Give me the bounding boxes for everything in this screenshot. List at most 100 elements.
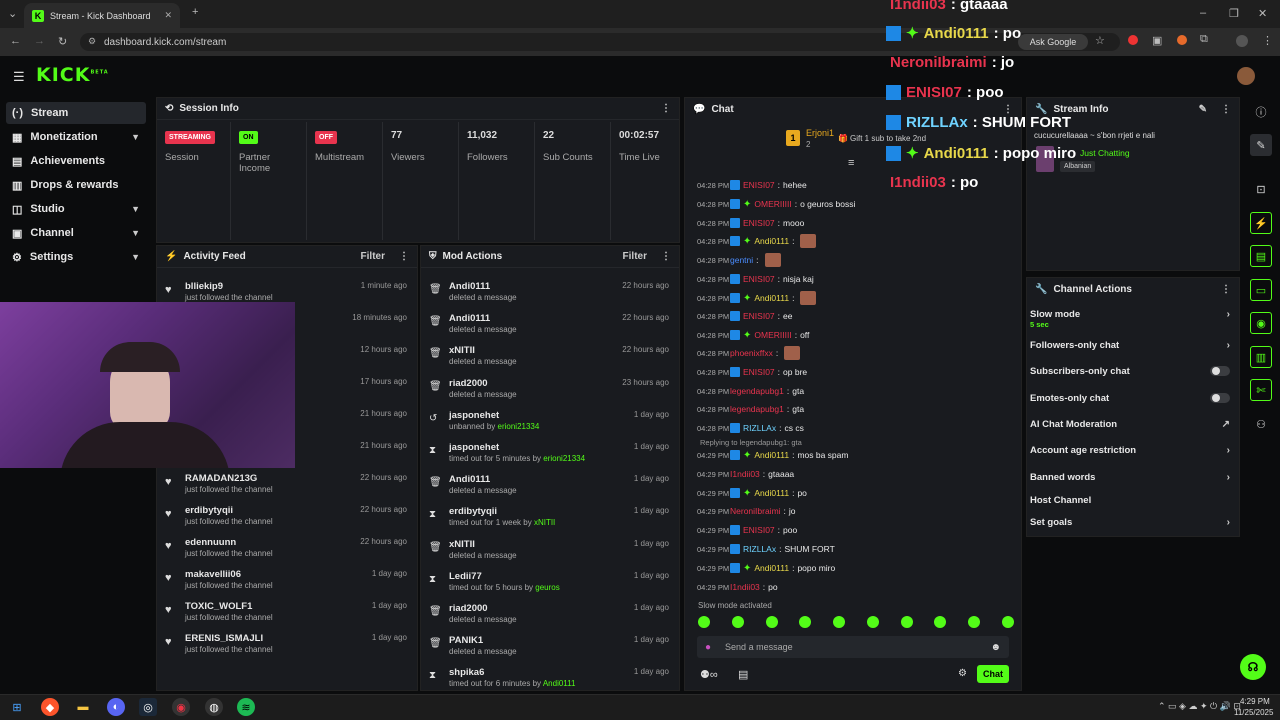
filter-button[interactable]: Filter xyxy=(360,251,385,262)
quick-emote-icon[interactable] xyxy=(765,616,778,628)
mod-target-username[interactable]: shpika6 xyxy=(449,667,485,679)
close-tab-icon[interactable]: ✕ xyxy=(164,10,172,20)
chat-username[interactable]: I1ndii03 xyxy=(730,582,760,592)
toggle-switch[interactable] xyxy=(1210,366,1230,376)
tool-icon[interactable]: ✄ xyxy=(1250,379,1272,401)
category-name[interactable]: Just Chatting xyxy=(1080,148,1130,158)
chat-filter-icon[interactable]: ≡ xyxy=(848,157,855,169)
sidebar-item-drops[interactable]: ▥ Drops & rewards xyxy=(6,174,146,196)
info-icon[interactable]: ⓘ xyxy=(1255,107,1267,119)
chat-username[interactable]: phoenixffxx xyxy=(730,348,773,358)
mic-icon[interactable]: ● xyxy=(705,641,712,653)
more-options-icon[interactable]: ⋮ xyxy=(1003,103,1013,115)
more-options-icon[interactable]: ⋮ xyxy=(399,251,409,262)
brave-icon[interactable]: ◆ xyxy=(41,698,59,716)
chat-username[interactable]: OMERIIIII xyxy=(754,199,792,209)
hamburger-menu-icon[interactable]: ☰ xyxy=(13,69,25,84)
chat-username[interactable]: Andi0111 xyxy=(754,563,790,573)
gift-sub-link[interactable]: Gift 1 sub to take 2nd xyxy=(850,134,927,143)
quick-emote-icon[interactable] xyxy=(934,616,947,628)
sidebar-item-channel[interactable]: ▣ Channel ▼ xyxy=(6,222,146,244)
clock-time[interactable]: 4:29 PM xyxy=(1240,697,1270,706)
sidebar-item-settings[interactable]: ⚙ Settings ▼ xyxy=(6,246,146,268)
channel-action-row[interactable]: Banned words › xyxy=(1030,472,1234,483)
browser-menu-icon[interactable]: ⋮ xyxy=(1262,35,1273,47)
chat-username[interactable]: RIZLLAx xyxy=(743,423,777,433)
group-icon[interactable]: ⚇ xyxy=(1256,418,1266,431)
restore-icon[interactable]: ❐ xyxy=(1229,8,1239,20)
activity-username[interactable]: ERENIS_ISMAJLI xyxy=(185,633,264,644)
chat-username[interactable]: Andi0111 xyxy=(754,293,790,303)
chat-username[interactable]: ENISI07 xyxy=(743,367,775,377)
edit-icon[interactable]: ✎ xyxy=(1250,134,1272,156)
quick-emote-icon[interactable] xyxy=(900,616,913,628)
chat-username[interactable]: legendapubg1 xyxy=(730,404,784,414)
send-chat-button[interactable]: Chat xyxy=(977,665,1009,683)
mod-actor-username[interactable]: erioni21334 xyxy=(497,421,540,431)
mod-target-username[interactable]: xNITII xyxy=(449,345,475,357)
forward-icon[interactable]: → xyxy=(34,35,45,47)
more-options-icon[interactable]: ⋮ xyxy=(661,103,671,114)
channel-action-row[interactable]: Emotes-only chat xyxy=(1030,393,1234,404)
lightning-icon[interactable]: ⚡ xyxy=(1250,212,1272,234)
chat-bubble-icon[interactable]: ▭ xyxy=(1250,279,1272,301)
channel-action-row[interactable]: AI Chat Moderation ↗ xyxy=(1030,419,1234,430)
tab-list-icon[interactable]: ⌄ xyxy=(8,8,18,20)
chat-username[interactable]: ENISI07 xyxy=(743,311,775,321)
chat-username[interactable]: Andi0111 xyxy=(754,450,790,460)
more-options-icon[interactable]: ⋮ xyxy=(661,251,671,262)
clock-date[interactable]: 11/25/2025 xyxy=(1234,708,1274,717)
quick-emote-icon[interactable] xyxy=(698,616,710,628)
bookmark-star-icon[interactable]: ☆ xyxy=(1095,35,1105,47)
channel-action-row[interactable]: Set goals › xyxy=(1030,517,1234,528)
layout-icon[interactable]: ▥ xyxy=(1250,346,1272,368)
sidebar-item-stream[interactable]: (·) Stream xyxy=(6,102,146,124)
activity-username[interactable]: TOXIC_WOLF1 xyxy=(185,601,253,612)
emoji-picker-icon[interactable]: ☻ xyxy=(990,641,1001,653)
kick-logo[interactable]: KICKBETA xyxy=(36,64,109,86)
extension-icon[interactable] xyxy=(1128,35,1138,45)
chat-username[interactable]: gentni xyxy=(730,255,754,265)
extension-icon-2[interactable]: ▣ xyxy=(1152,35,1163,47)
chat-tools-icon[interactable]: ⚉∞ xyxy=(700,669,718,681)
windows-start-icon[interactable]: ⊞ xyxy=(12,701,22,714)
chat-username[interactable]: Andi0111 xyxy=(754,488,790,498)
mod-actor-username[interactable]: xNITII xyxy=(533,518,556,528)
quick-emote-icon[interactable] xyxy=(1001,616,1014,628)
file-explorer-icon[interactable]: ▬ xyxy=(77,701,89,713)
mod-target-username[interactable]: PANIK1 xyxy=(449,635,484,647)
chat-username[interactable]: ENISI07 xyxy=(743,274,775,284)
mod-target-username[interactable]: Andi0111 xyxy=(449,281,491,292)
channel-action-row[interactable]: Followers-only chat › xyxy=(1030,340,1234,351)
chat-username[interactable]: ENISI07 xyxy=(743,218,775,228)
ask-google-button[interactable]: Ask Google xyxy=(1018,34,1088,50)
chrome-icon[interactable]: ◉ xyxy=(172,698,190,716)
mod-target-username[interactable]: erdibytyqii xyxy=(449,506,498,518)
quick-emote-icon[interactable] xyxy=(968,616,981,628)
chat-username[interactable]: Andi0111 xyxy=(754,236,790,246)
chat-input[interactable]: ● Send a message ☻ xyxy=(697,636,1009,658)
channel-action-row[interactable]: Host Channel xyxy=(1030,495,1234,506)
activity-username[interactable]: blliekip9 xyxy=(185,281,224,292)
mod-target-username[interactable]: Andi0111 xyxy=(449,313,491,325)
obs-icon[interactable]: ◍ xyxy=(205,698,223,716)
steam-icon[interactable]: ◎ xyxy=(139,698,157,716)
mod-target-username[interactable]: riad2000 xyxy=(449,603,488,614)
close-window-icon[interactable]: ✕ xyxy=(1258,8,1268,20)
channel-action-row[interactable]: Slow mode 5 sec › xyxy=(1030,309,1234,329)
extensions-puzzle-icon[interactable]: ⧉ xyxy=(1200,33,1208,45)
sidebar-item-achievements[interactable]: ▤ Achievements xyxy=(6,150,146,172)
extension-icon-3[interactable] xyxy=(1177,35,1187,45)
profile-avatar[interactable] xyxy=(1236,35,1248,47)
sidebar-item-studio[interactable]: ◫ Studio ▼ xyxy=(6,198,146,220)
mod-target-username[interactable]: jasponehet xyxy=(449,442,500,453)
toggle-switch[interactable] xyxy=(1210,393,1230,403)
chat-username[interactable]: NeroniIbraimi xyxy=(730,506,781,516)
quick-emote-icon[interactable] xyxy=(731,616,744,628)
chat-username[interactable]: OMERIIIII xyxy=(754,330,792,340)
store-icon[interactable]: ▤ xyxy=(738,669,749,681)
more-options-icon[interactable]: ⋮ xyxy=(1221,103,1231,115)
focus-icon[interactable]: ⊡ xyxy=(1256,183,1266,196)
browser-tab[interactable]: K Stream - Kick Dashboard ✕ xyxy=(24,3,180,28)
minimize-icon[interactable]: – xyxy=(1200,7,1207,19)
